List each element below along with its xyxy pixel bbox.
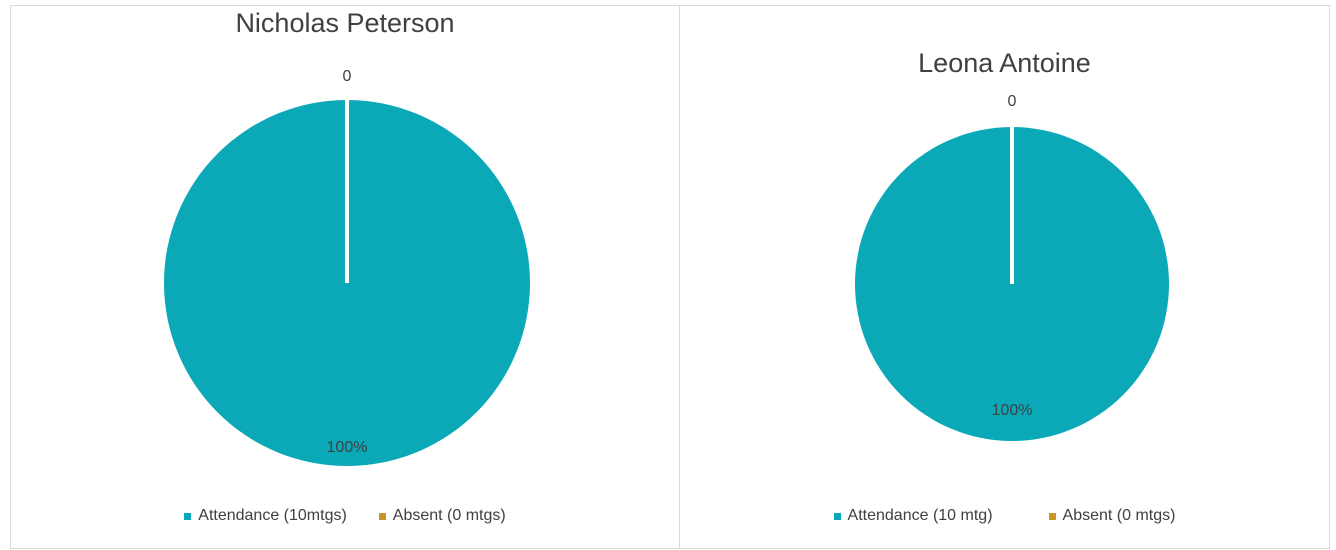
pie-chart: 0 100%	[855, 93, 1169, 441]
legend-item-attendance: Attendance (10mtgs)	[184, 507, 347, 525]
pie-chart: 0 100%	[164, 68, 530, 466]
chart-panel-nicholas-peterson: Nicholas Peterson 0 100% Attendance (10mt…	[10, 5, 680, 549]
legend-label: Absent (0 mtgs)	[392, 507, 506, 524]
legend-item-attendance: Attendance (10 mtg)	[833, 507, 993, 525]
legend: Attendance (10mtgs) Absent (0 mtgs)	[11, 507, 679, 525]
legend-swatch-absent	[378, 512, 386, 520]
legend-item-absent: Absent (0 mtgs)	[378, 507, 506, 525]
legend-swatch-attendance	[833, 512, 841, 520]
legend-swatch-absent	[1048, 512, 1056, 520]
chart-panel-leona-antoine: Leona Antoine 0 100% Attendance (10 mtg) …	[680, 5, 1330, 549]
legend-label: Absent (0 mtgs)	[1062, 507, 1176, 524]
chart-title: Nicholas Peterson	[235, 8, 455, 38]
chart-title: Leona Antoine	[918, 48, 1091, 78]
data-label-attendance: 100%	[992, 402, 1033, 419]
legend-item-absent: Absent (0 mtgs)	[1048, 507, 1176, 525]
data-label-attendance: 100%	[327, 439, 368, 456]
legend: Attendance (10 mtg) Absent (0 mtgs)	[680, 507, 1329, 525]
legend-label: Attendance (10 mtg)	[847, 507, 993, 524]
legend-swatch-attendance	[184, 512, 192, 520]
data-label-absent: 0	[343, 68, 352, 85]
data-label-absent: 0	[1008, 93, 1017, 110]
legend-label: Attendance (10mtgs)	[198, 507, 347, 524]
